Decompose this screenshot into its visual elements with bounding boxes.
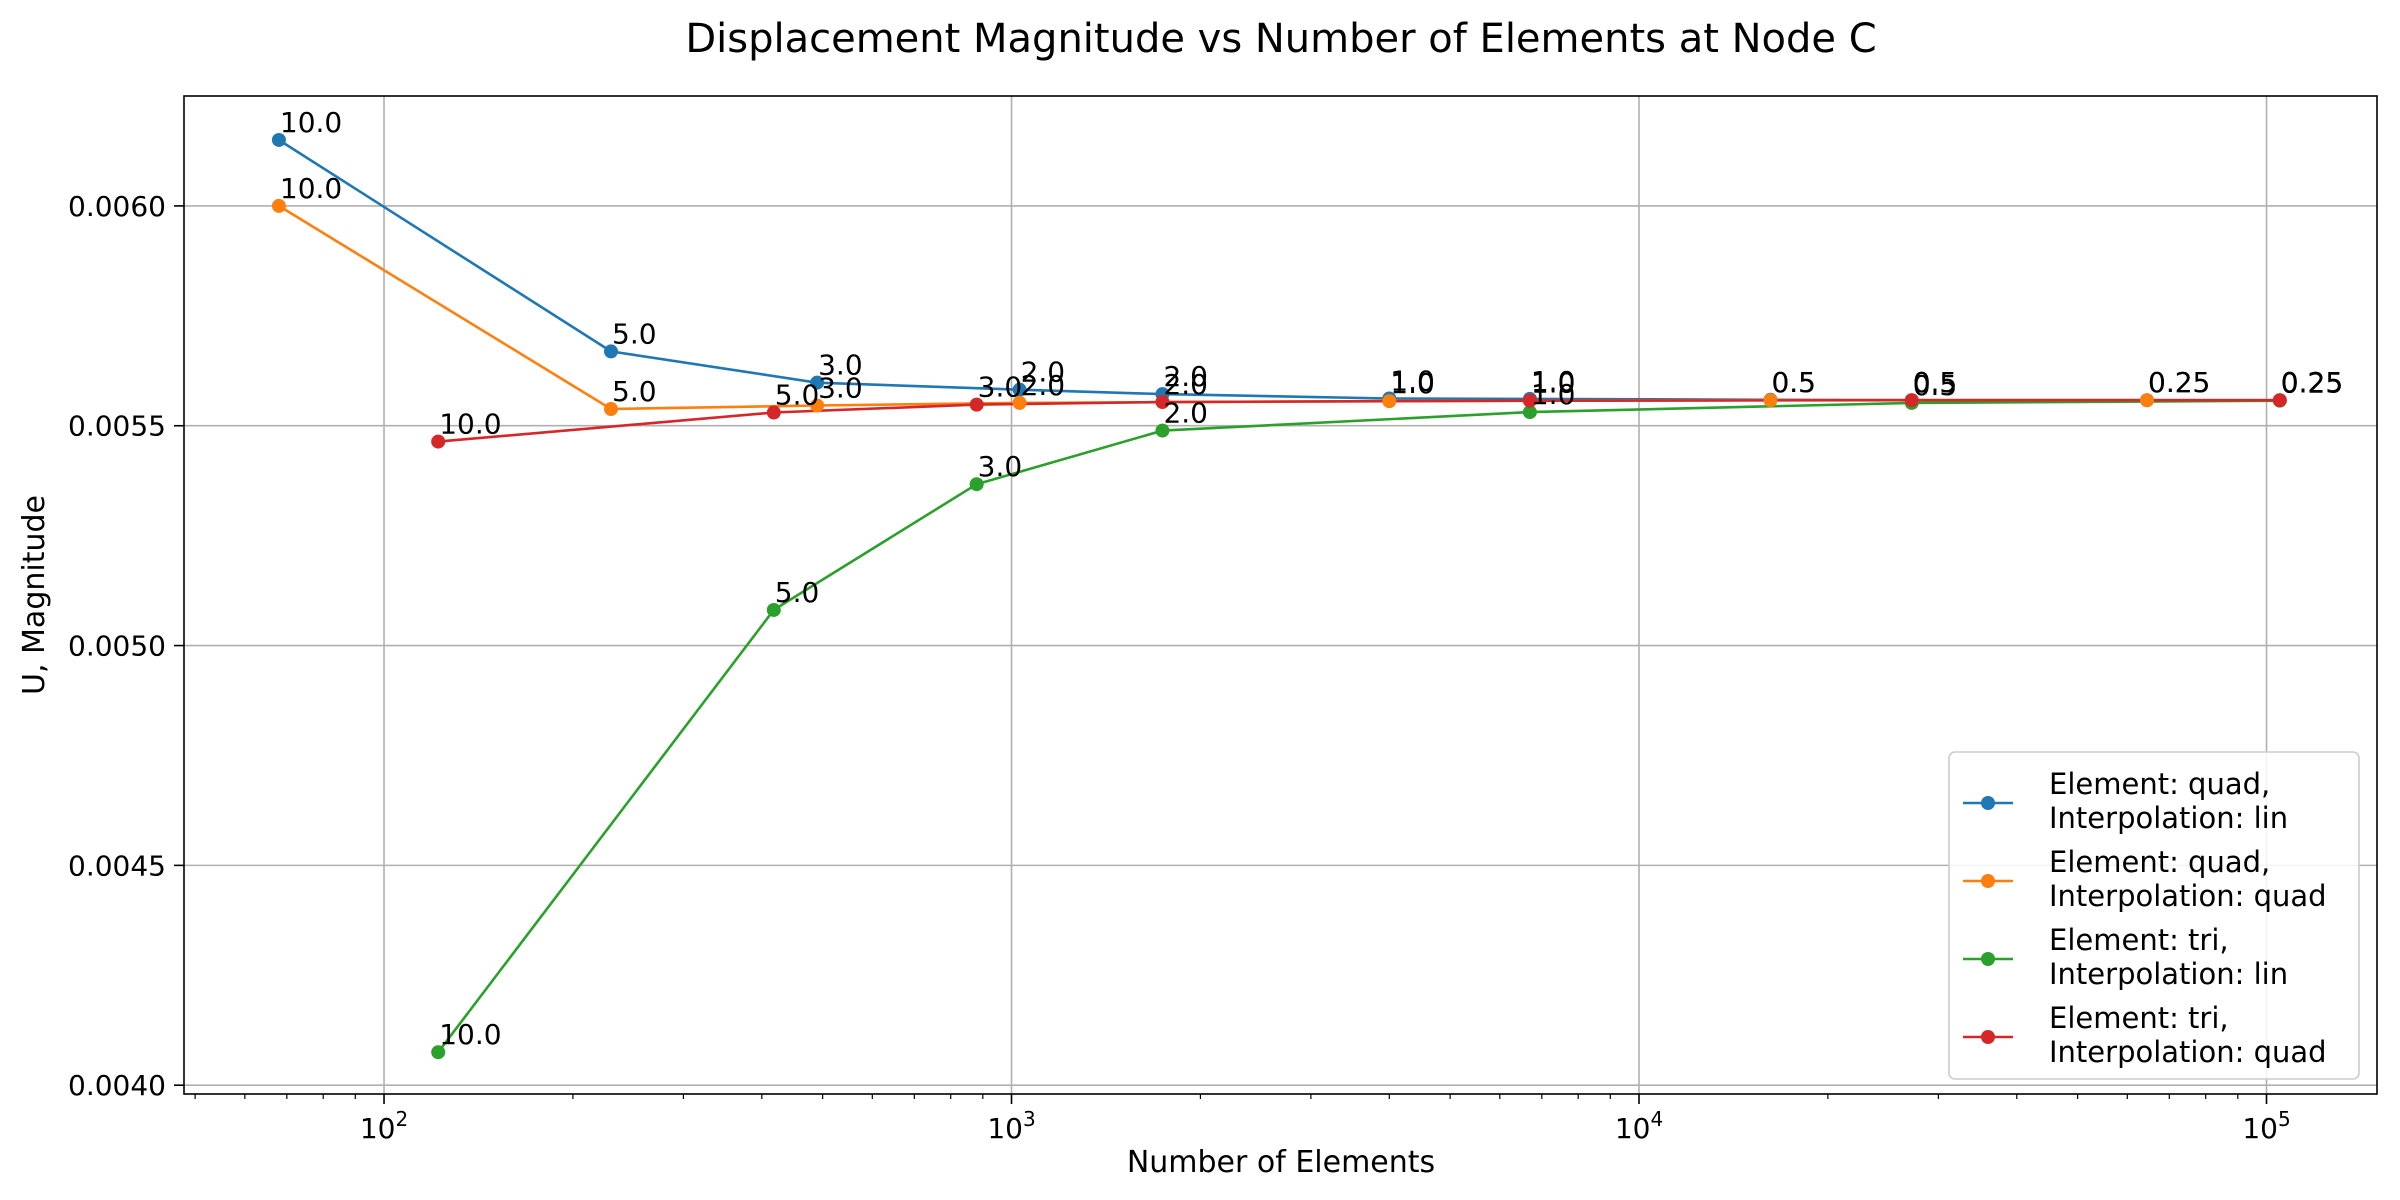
data-point bbox=[1012, 395, 1027, 410]
data-point bbox=[810, 398, 825, 413]
y-axis-label: U, Magnitude bbox=[17, 495, 52, 695]
series-points bbox=[271, 132, 2287, 1060]
y-tick-label: 0.0040 bbox=[68, 1069, 166, 1102]
data-point bbox=[271, 198, 286, 213]
data-label: 5.0 bbox=[775, 379, 820, 412]
data-point bbox=[766, 602, 781, 617]
legend: Element: quad,Interpolation: linElement:… bbox=[1948, 751, 2360, 1080]
data-label: 0.25 bbox=[2281, 366, 2343, 399]
data-point bbox=[2140, 393, 2155, 408]
data-label: 10.0 bbox=[439, 1018, 501, 1051]
x-tick-label: 103 bbox=[987, 1107, 1035, 1145]
legend-entry-text: Interpolation: quad bbox=[2049, 1035, 2327, 1069]
x-tick-label: 105 bbox=[2242, 1107, 2290, 1145]
data-label: 5.0 bbox=[775, 576, 820, 609]
data-point bbox=[1904, 393, 1919, 408]
data-label: 2.0 bbox=[1163, 360, 1208, 393]
data-point bbox=[431, 434, 446, 449]
data-label: 10.0 bbox=[439, 408, 501, 441]
data-label: 1.0 bbox=[1390, 367, 1435, 400]
data-label: 10.0 bbox=[280, 106, 342, 139]
data-label: 0.5 bbox=[1771, 366, 1816, 399]
data-label: 1.0 bbox=[1531, 365, 1576, 398]
data-label: 0.25 bbox=[2148, 366, 2210, 399]
legend-entry-text: Interpolation: lin bbox=[2049, 801, 2288, 835]
y-axis-ticks: 0.0040 0.0045 0.0050 0.0055 0.0060 bbox=[68, 190, 184, 1102]
data-label: 2.0 bbox=[1163, 368, 1208, 401]
data-point bbox=[1012, 382, 1027, 397]
data-point bbox=[969, 477, 984, 492]
y-tick-label: 0.0055 bbox=[68, 410, 166, 443]
legend-entry-text: Element: tri, bbox=[2049, 923, 2229, 957]
data-label: 0.5 bbox=[1913, 369, 1958, 402]
legend-swatch-marker bbox=[1981, 1030, 1995, 1044]
data-labels: 10.05.03.0 2.0 2.0 1.0 1.0 0.5 0.5 0.25 0.2510.0… bbox=[280, 106, 2343, 1051]
x-tick-label: 104 bbox=[1615, 1107, 1663, 1145]
data-point bbox=[604, 402, 619, 417]
data-point bbox=[1522, 393, 1537, 408]
data-point bbox=[810, 375, 825, 390]
data-label: 3.0 bbox=[818, 372, 863, 405]
data-point bbox=[1522, 405, 1537, 420]
data-label: 0.5 bbox=[1771, 366, 1816, 399]
data-label: 0.25 bbox=[2148, 366, 2210, 399]
data-point bbox=[2272, 393, 2287, 408]
data-label: 5.0 bbox=[612, 375, 657, 408]
data-label: 1.0 bbox=[1390, 364, 1435, 397]
x-tick-label: 102 bbox=[360, 1107, 408, 1145]
y-tick-label: 0.0050 bbox=[68, 630, 166, 663]
data-label: 2.0 bbox=[1021, 356, 1066, 389]
y-tick-label: 0.0060 bbox=[68, 190, 166, 223]
data-label: 0.25 bbox=[2281, 367, 2343, 400]
data-point bbox=[431, 1045, 446, 1060]
legend-entry-text: Interpolation: quad bbox=[2049, 879, 2327, 913]
data-point bbox=[1155, 394, 1170, 409]
data-point bbox=[604, 344, 619, 359]
legend-entry-text: Element: tri, bbox=[2049, 1001, 2229, 1035]
plot-frame bbox=[183, 95, 2378, 1095]
data-label: 3.0 bbox=[818, 349, 863, 382]
legend-swatch-marker bbox=[1981, 796, 1995, 810]
chart-title: Displacement Magnitude vs Number of Elem… bbox=[685, 16, 1876, 62]
legend-swatch-marker bbox=[1981, 952, 1995, 966]
y-tick-label: 0.0045 bbox=[68, 849, 166, 882]
data-point bbox=[271, 132, 286, 147]
data-label: 0.5 bbox=[1913, 366, 1958, 399]
legend-box bbox=[1948, 751, 2360, 1080]
legend-swatch-marker bbox=[1981, 874, 1995, 888]
data-point bbox=[1382, 394, 1397, 409]
data-point bbox=[766, 405, 781, 420]
data-label: 10.0 bbox=[280, 172, 342, 205]
data-point bbox=[1763, 393, 1778, 408]
data-label: 0.5 bbox=[1913, 366, 1958, 399]
data-label: 2.0 bbox=[1163, 397, 1208, 430]
legend-entry-text: Element: quad, bbox=[2049, 845, 2270, 879]
legend-entry-text: Interpolation: lin bbox=[2049, 957, 2288, 991]
data-label: 3.0 bbox=[978, 450, 1023, 483]
data-label: 3.0 bbox=[978, 371, 1023, 404]
legend-entry-text: Element: quad, bbox=[2049, 767, 2270, 801]
data-label: 5.0 bbox=[612, 317, 657, 350]
data-label: 0.25 bbox=[2281, 366, 2343, 399]
x-axis-ticks: 102 103 104 105 bbox=[194, 1094, 2291, 1145]
data-label: 2.0 bbox=[1021, 369, 1066, 402]
x-axis-label: Number of Elements bbox=[1127, 1145, 1435, 1180]
data-label: 1.0 bbox=[1531, 378, 1576, 411]
data-point bbox=[969, 397, 984, 412]
data-point bbox=[1155, 423, 1170, 438]
data-label: 1.0 bbox=[1531, 367, 1576, 400]
